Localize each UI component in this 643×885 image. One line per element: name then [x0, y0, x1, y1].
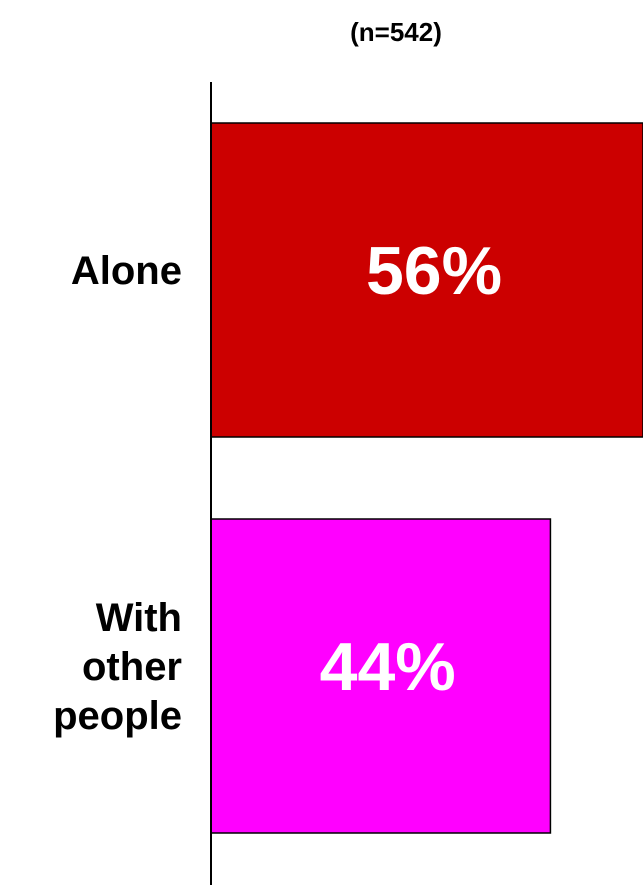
category-label-line: other [82, 645, 182, 689]
chart-subtitle: (n=542) [350, 17, 442, 47]
data-labels-group: 56% 44% [320, 233, 502, 705]
category-label-line: Alone [71, 249, 182, 293]
category-label-line: With [96, 596, 182, 640]
category-label-with-other-people: With other people [53, 596, 182, 738]
category-label-line: people [53, 694, 182, 738]
bar-with-other-people [210, 518, 552, 834]
data-label-with-other-people: 44% [320, 629, 456, 705]
category-label-alone: Alone [71, 249, 182, 293]
bars-group [210, 122, 643, 834]
category-labels-group: Alone With other people [53, 249, 182, 738]
bar-alone [210, 122, 643, 438]
data-label-alone: 56% [366, 233, 502, 309]
